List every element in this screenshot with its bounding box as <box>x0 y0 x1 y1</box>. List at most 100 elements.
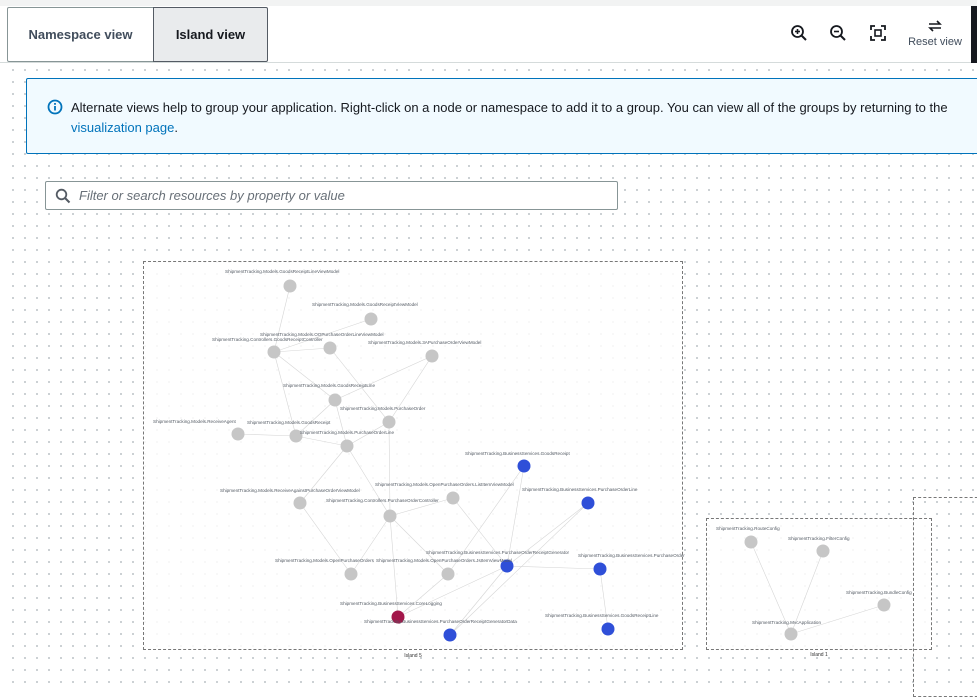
search-input[interactable] <box>79 182 617 209</box>
node-circle[interactable] <box>391 610 405 624</box>
node-circle[interactable] <box>328 393 342 407</box>
info-suffix: . <box>174 120 178 135</box>
graph-node[interactable]: ShipmentTracking.Models.OpenPurchaseOrde… <box>375 482 514 505</box>
node-label: ShipmentTracking.Models.GoodsReceipt <box>247 420 331 425</box>
graph-node[interactable]: ShipmentTracking.Models.ReceiveAgent <box>153 419 245 441</box>
node-circle[interactable] <box>289 429 303 443</box>
graph-node[interactable]: ShipmentTracking.BusinessServices.GoodsR… <box>545 613 659 636</box>
top-strip <box>0 0 977 6</box>
graph-nodes: ShipmentTracking.Models.GoodsReceiptLine… <box>153 269 912 642</box>
graph-node[interactable]: ShipmentTracking.Models.GoodsReceiptView… <box>312 302 418 326</box>
graph-node[interactable]: ShipmentTracking.FilterConfig <box>788 536 850 558</box>
fit-view-icon <box>870 25 886 41</box>
node-circle[interactable] <box>517 459 531 473</box>
graph-node[interactable]: ShipmentTracking.BusinessServices.CoreLo… <box>340 601 442 624</box>
info-icon <box>47 99 63 115</box>
node-label: ShipmentTracking.BusinessServices.Purcha… <box>522 487 638 492</box>
graph-node[interactable]: ShipmentTracking.Models.OpenPurchaseOrde… <box>275 558 375 581</box>
graph-node[interactable]: ShipmentTracking.BusinessServices.Purcha… <box>522 487 638 510</box>
node-label: ShipmentTracking.Models.GoodsReceiptLine… <box>225 269 339 274</box>
graph-node[interactable]: ShipmentTracking.MvcApplication <box>752 620 821 641</box>
tab-namespace-view[interactable]: Namespace view <box>7 7 154 62</box>
node-label: ShipmentTracking.MvcApplication <box>752 620 821 625</box>
node-circle[interactable] <box>383 509 397 523</box>
fit-view-button[interactable] <box>865 20 891 46</box>
reset-icon <box>928 20 942 32</box>
reset-view-button[interactable]: Reset view <box>900 18 970 58</box>
zoom-in-icon <box>791 25 807 41</box>
visualization-page-link[interactable]: visualization page <box>71 120 175 135</box>
node-label: ShipmentTracking.BusinessServices.CoreLo… <box>340 601 442 606</box>
toolbar-edge <box>971 6 977 63</box>
graph-node[interactable]: ShipmentTracking.Models.PurchaseOrderLin… <box>300 430 394 453</box>
node-circle[interactable] <box>446 491 460 505</box>
node-label: ShipmentTracking.Models.ReceiveAgent <box>153 419 237 424</box>
graph-node[interactable]: ShipmentTracking.Models.ReceiveAgainstPu… <box>220 488 360 510</box>
node-label: ShipmentTracking.Models.OpenPurchaseOrde… <box>376 558 512 563</box>
node-label: ShipmentTracking.Models.OOPurchaseOrderL… <box>260 332 384 337</box>
node-circle[interactable] <box>784 627 798 641</box>
node-circle[interactable] <box>382 415 396 429</box>
island-5-group[interactable] <box>143 261 683 650</box>
zoom-out-icon <box>830 25 846 41</box>
graph-node[interactable]: ShipmentTracking.BundleConfig <box>846 590 912 612</box>
reset-view-label: Reset view <box>908 36 962 48</box>
node-circle[interactable] <box>283 279 297 293</box>
node-label: ShipmentTracking.Models.OpenPurchaseOrde… <box>275 558 375 563</box>
graph-node[interactable]: ShipmentTracking.Controllers.PurchaseOrd… <box>326 498 439 523</box>
node-label: ShipmentTracking.RouteConfig <box>716 526 780 531</box>
graph-node[interactable]: ShipmentTracking.Models.OpenPurchaseOrde… <box>376 558 512 581</box>
graph-node[interactable]: ShipmentTracking.BusinessServices.Purcha… <box>426 550 570 573</box>
graph-node[interactable]: ShipmentTracking.BusinessServices.Purcha… <box>578 553 685 576</box>
node-label: ShipmentTracking.BusinessServices.Purcha… <box>364 619 517 624</box>
node-circle[interactable] <box>593 562 607 576</box>
zoom-out-button[interactable] <box>825 20 851 46</box>
view-toolbar: Namespace view Island view Reset view <box>0 6 977 63</box>
node-circle[interactable] <box>364 312 378 326</box>
graph-node[interactable]: ShipmentTracking.Models.GoodsReceiptLine <box>283 383 375 407</box>
node-circle[interactable] <box>323 341 337 355</box>
graph-node[interactable]: ShipmentTracking.Models.OOPurchaseOrderL… <box>260 332 384 355</box>
graph-node[interactable]: ShipmentTracking.Controllers.GoodsReceip… <box>212 337 323 359</box>
graph-node[interactable]: ShipmentTracking.Models.3APurchaseOrderV… <box>368 340 481 363</box>
graph-node[interactable]: ShipmentTracking.BusinessServices.Purcha… <box>364 619 517 642</box>
graph-node[interactable]: ShipmentTracking.BusinessServices.GoodsR… <box>465 451 570 473</box>
node-label: ShipmentTracking.Controllers.PurchaseOrd… <box>326 498 439 503</box>
node-circle[interactable] <box>581 496 595 510</box>
node-circle[interactable] <box>441 567 455 581</box>
node-label: ShipmentTracking.Models.PurchaseOrder <box>340 406 426 411</box>
node-circle[interactable] <box>267 345 281 359</box>
node-circle[interactable] <box>443 628 457 642</box>
node-circle[interactable] <box>877 598 891 612</box>
node-circle[interactable] <box>816 544 830 558</box>
node-label: ShipmentTracking.BusinessServices.Purcha… <box>426 550 570 555</box>
node-circle[interactable] <box>340 439 354 453</box>
node-circle[interactable] <box>425 349 439 363</box>
search-box <box>45 181 618 210</box>
graph-node[interactable]: ShipmentTracking.Models.GoodsReceipt <box>247 420 331 443</box>
node-circle[interactable] <box>293 496 307 510</box>
node-circle[interactable] <box>344 567 358 581</box>
node-label: ShipmentTracking.Models.ReceiveAgainstPu… <box>220 488 360 493</box>
node-label: ShipmentTracking.Models.3APurchaseOrderV… <box>368 340 481 345</box>
node-label: ShipmentTracking.BusinessServices.Purcha… <box>578 553 685 558</box>
tab-island-view[interactable]: Island view <box>153 7 268 62</box>
info-alert: Alternate views help to group your appli… <box>26 78 977 154</box>
node-circle[interactable] <box>500 559 514 573</box>
info-text: Alternate views help to group your appli… <box>71 100 948 115</box>
node-label: ShipmentTracking.FilterConfig <box>788 536 850 541</box>
info-message: Alternate views help to group your appli… <box>71 98 976 138</box>
zoom-in-button[interactable] <box>786 20 812 46</box>
graph-node[interactable]: ShipmentTracking.Models.GoodsReceiptLine… <box>225 269 339 293</box>
node-circle[interactable] <box>744 535 758 549</box>
node-label: ShipmentTracking.BusinessServices.GoodsR… <box>465 451 570 456</box>
node-label: ShipmentTracking.Controllers.GoodsReceip… <box>212 337 323 342</box>
graph-node[interactable]: ShipmentTracking.Models.PurchaseOrder <box>340 406 426 429</box>
node-label: ShipmentTracking.Models.GoodsReceiptView… <box>312 302 418 307</box>
graph-node[interactable]: ShipmentTracking.RouteConfig <box>716 526 780 549</box>
node-circle[interactable] <box>231 427 245 441</box>
search-icon <box>55 188 71 203</box>
node-circle[interactable] <box>601 622 615 636</box>
node-label: ShipmentTracking.Models.PurchaseOrderLin… <box>300 430 394 435</box>
island-partial-group[interactable] <box>913 497 977 697</box>
